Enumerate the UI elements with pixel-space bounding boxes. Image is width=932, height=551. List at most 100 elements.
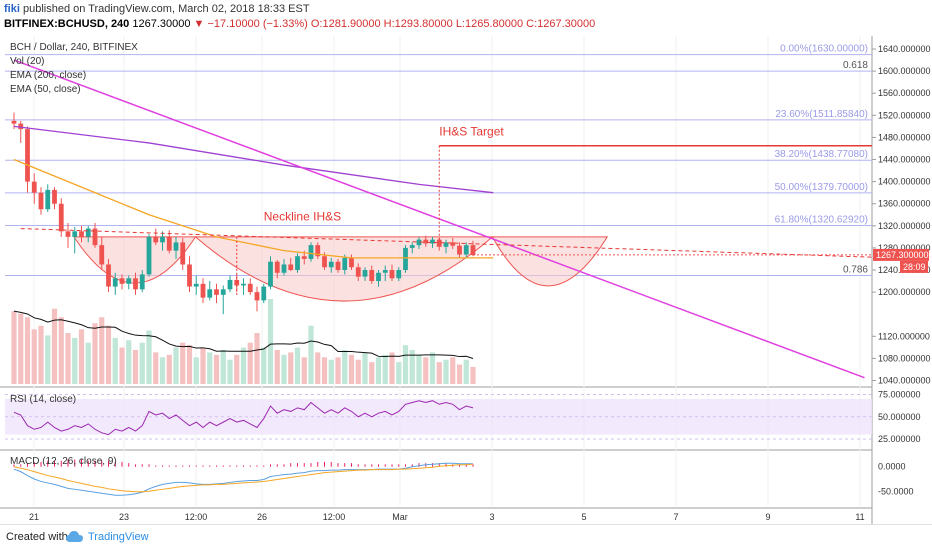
candle-body: [288, 264, 294, 270]
volume-bar: [389, 352, 395, 384]
candle-body: [436, 239, 442, 247]
volume-bar: [416, 354, 422, 384]
candle-body: [396, 270, 402, 279]
y-tick-label: 1560.000000: [878, 88, 931, 98]
x-tick-label: 3: [489, 512, 494, 522]
footer: Created with TradingView: [0, 524, 932, 551]
candle-body: [65, 231, 71, 237]
candle-body: [301, 256, 307, 259]
volume-bar: [51, 308, 58, 384]
candle-body: [382, 270, 388, 273]
last-price-badge: 1267.300000 28:09: [873, 248, 929, 273]
volume-bar: [126, 340, 132, 384]
volume-bar: [362, 352, 368, 384]
y-tick-label: 1360.000000: [878, 199, 931, 209]
volume-bar: [207, 352, 213, 384]
legend-title: BCH / Dollar, 240, BITFINEX: [10, 42, 138, 53]
volume-bar: [234, 354, 240, 384]
volume-bar: [254, 333, 260, 384]
x-tick-label: 5: [581, 512, 586, 522]
chart-header: fiki published on TradingView.com, March…: [0, 0, 932, 36]
tradingview-cloud-icon: [66, 530, 86, 549]
y-tick-label: 1320.000000: [878, 221, 931, 231]
volume-bar: [396, 362, 402, 384]
volume-bar: [429, 352, 436, 384]
volume-bar: [85, 342, 91, 384]
volume-bar: [24, 317, 31, 384]
volume-bar: [463, 359, 469, 384]
volume-bar: [112, 337, 118, 384]
volume-bar: [119, 347, 125, 384]
volume-bar: [186, 345, 193, 384]
volume-bar: [409, 350, 415, 384]
candle-body: [416, 239, 422, 246]
author-username[interactable]: fiki: [4, 3, 20, 15]
candle-body: [409, 245, 415, 248]
tradingview-brand[interactable]: TradingView: [88, 531, 149, 543]
y-tick-label: 1640.000000: [878, 44, 931, 54]
candle-body: [45, 189, 51, 210]
volume-bar: [18, 313, 24, 384]
ihs-target-label: IH&S Target: [439, 125, 504, 139]
volume-bar: [470, 367, 476, 384]
candle-body: [200, 283, 206, 298]
volume-bar: [38, 325, 44, 384]
chart-area[interactable]: 0.00%(1630.00000) 0.618 23.60%(1511.85840)…: [0, 36, 932, 524]
candle-body: [470, 245, 476, 256]
candle-body: [106, 264, 111, 287]
fib-level-label: 50.00%(1379.70000): [775, 182, 868, 193]
volume-bar: [153, 352, 159, 384]
macd-line: [13, 462, 473, 496]
candle-body: [85, 228, 91, 237]
ihs-shape: [73, 236, 197, 284]
candle-body: [443, 242, 449, 247]
last-price-badge-text: 1267.300000: [876, 250, 929, 260]
candle-body: [328, 261, 334, 268]
volume-bar: [321, 357, 328, 384]
y-tick-label: 1520.000000: [878, 110, 931, 120]
ema50-line: [13, 158, 494, 259]
rsi-label[interactable]: RSI (14, close): [10, 394, 76, 405]
candle-body: [247, 283, 253, 293]
x-tick-label: 23: [119, 512, 129, 522]
volume-bar: [139, 342, 145, 384]
candle-body: [430, 239, 435, 244]
candle-body: [146, 236, 152, 275]
legend-ema50[interactable]: EMA (50, close): [10, 84, 81, 95]
fib-level-label: 23.60%(1511.85840): [775, 109, 868, 120]
candle-body: [214, 289, 219, 295]
moving-averages: [13, 125, 494, 259]
candle-body: [133, 278, 138, 290]
volume-bar: [294, 347, 301, 384]
fib-level-label: 61.80%(1320.62920): [775, 214, 868, 225]
volume-bar: [173, 347, 179, 384]
legend-volume[interactable]: Vol (20): [10, 56, 44, 67]
volume-bar: [267, 299, 274, 384]
volume-bar: [301, 357, 307, 384]
symbol-label[interactable]: BITFINEX:BCHUSD, 240: [4, 18, 130, 30]
y-tick-label: 1080.000000: [878, 353, 931, 363]
volume-bar: [281, 354, 287, 384]
publish-text: published on TradingView.com, March 02, …: [19, 3, 310, 15]
legend-ema200[interactable]: EMA (200, close): [10, 70, 86, 81]
candles: [11, 112, 476, 315]
candle-body: [268, 261, 273, 287]
rsi-tick-label: 25.000000: [878, 434, 921, 444]
volume-bar: [355, 359, 361, 384]
volume-bar: [220, 350, 226, 384]
candle-body: [160, 236, 165, 243]
x-tick-label: 9: [765, 512, 770, 522]
price-change: ▼ −17.10000 (−1.33%): [193, 18, 308, 30]
y-tick-label: 1400.000000: [878, 177, 931, 187]
fib-level-label: 0.00%(1630.00000): [780, 44, 868, 55]
candle-body: [450, 242, 456, 246]
volume-bar: [247, 342, 253, 384]
macd-label[interactable]: MACD (12, 26, close, 9): [10, 456, 117, 467]
candle-body: [58, 203, 64, 232]
candle-body: [227, 279, 233, 290]
rsi-tick-label: 75.000000: [878, 389, 921, 399]
candle-body: [423, 239, 429, 244]
ohlc-values: O:1281.90000 H:1293.80000 L:1265.80000 C…: [310, 18, 596, 30]
candle-body: [322, 256, 327, 268]
volume-bar: [261, 347, 267, 384]
